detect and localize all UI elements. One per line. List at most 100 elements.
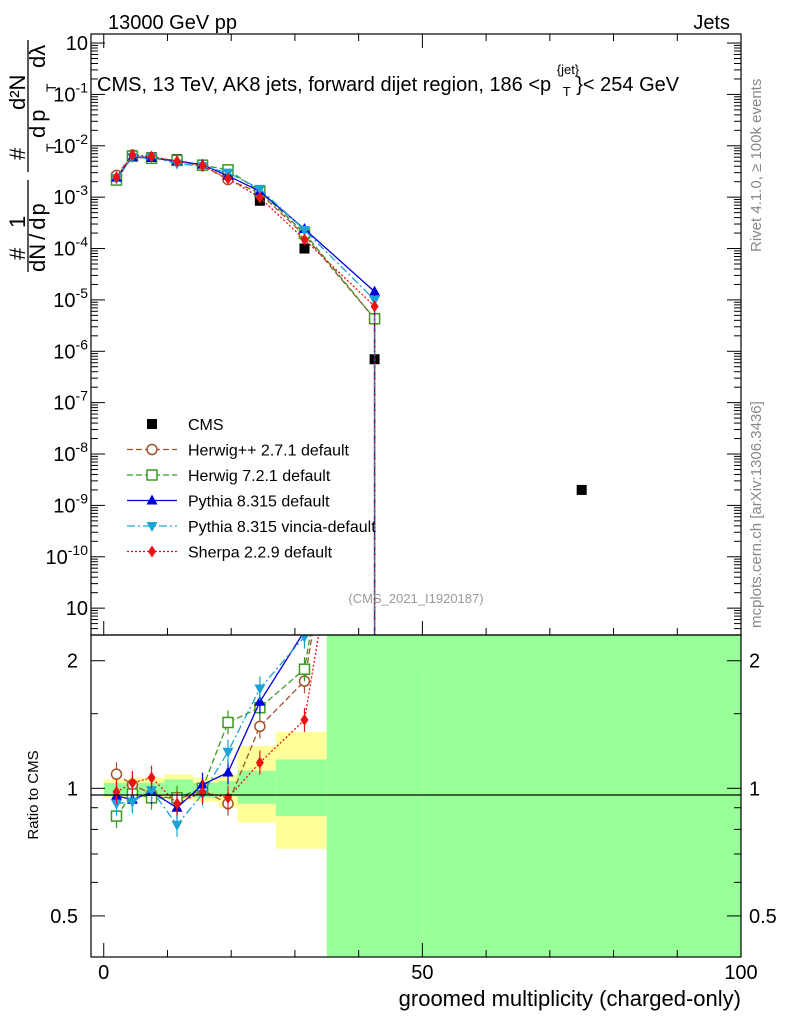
- series-line: [115, 156, 376, 301]
- stat-uncertainty-band: [275, 759, 327, 817]
- series-3: [110, 151, 381, 635]
- ratio-point: [300, 713, 309, 726]
- legend-label: Herwig 7.2.1 default: [188, 468, 331, 485]
- x-axis-label: groomed multiplicity (charged-only): [399, 986, 741, 1011]
- ratio-uncertainty-bands: [103, 635, 741, 957]
- ylabel-hash-2: #: [5, 147, 30, 160]
- legend-marker: [146, 469, 158, 481]
- ratio-point: [171, 820, 183, 831]
- ylabel-d2N: d²N: [5, 75, 30, 110]
- ylabel-sub-T: T: [43, 143, 59, 152]
- legend-label: Sherpa 2.2.9 default: [188, 545, 333, 562]
- ratio-tick-label-left: 0.5: [50, 906, 78, 928]
- stat-uncertainty-band: [237, 770, 276, 804]
- data-point: [112, 171, 121, 184]
- ratio-point: [222, 766, 234, 777]
- ratio-ylabel: Ratio to CMS: [25, 750, 42, 839]
- y-tick-label: 10-10: [46, 542, 89, 569]
- ylabel-one: 1: [5, 216, 30, 228]
- stat-uncertainty-band: [422, 635, 741, 957]
- jets-label: Jets: [693, 12, 730, 34]
- data-point: [128, 149, 137, 162]
- subtitle-sup: {jet}: [557, 62, 580, 77]
- data-point: [198, 159, 207, 172]
- legend-label: CMS: [188, 417, 224, 434]
- y-tick-label: 10-6: [53, 336, 88, 363]
- data-point: [224, 172, 233, 185]
- data-point: [254, 184, 266, 195]
- main-series: [110, 149, 587, 635]
- ratio-point: [128, 776, 137, 789]
- legend-label: Pythia 8.315 default: [188, 494, 330, 511]
- ylabel-dlambda: dλ: [25, 45, 50, 68]
- ratio-point: [300, 635, 309, 643]
- analysis-id: (CMS_2021_I1920187): [348, 591, 483, 606]
- ratio-point: [255, 756, 264, 769]
- ratio-point: [126, 797, 138, 808]
- ratio-point: [254, 684, 266, 695]
- ratio-series: [110, 635, 320, 837]
- ratio-point: [110, 768, 123, 780]
- ratio-tick-label-right: 2: [749, 651, 760, 673]
- legend-marker: [146, 522, 158, 532]
- legend: CMS Herwig++ 2.7.1 default Herwig 7.2.1 de…: [127, 417, 376, 562]
- ratio-line: [116, 635, 320, 805]
- ratio-point: [254, 695, 266, 706]
- series-line: [115, 154, 376, 320]
- ratio-frame: [90, 634, 742, 958]
- plot-subtitle: CMS, 13 TeV, AK8 jets, forward dijet reg…: [97, 57, 680, 101]
- stat-uncertainty-band: [164, 779, 193, 796]
- ratio-point: [173, 797, 182, 810]
- ratio-point: [222, 747, 234, 758]
- data-point: [370, 300, 379, 313]
- legend-marker: [148, 545, 156, 558]
- ratio-point: [298, 635, 310, 636]
- data-point: [300, 233, 309, 246]
- ratio-tick-label-left: 1: [67, 778, 78, 800]
- subtitle-main: CMS, 13 TeV, AK8 jets, forward dijet reg…: [97, 74, 551, 96]
- series-0: [111, 150, 587, 495]
- data-point: [173, 155, 182, 168]
- series-line: [115, 155, 376, 320]
- axes-frame: [90, 33, 742, 958]
- y-tick-label: 10-5: [53, 285, 88, 312]
- ratio-point: [298, 663, 311, 675]
- y-tick-label: 10: [66, 33, 88, 55]
- y-tick-label: 10-4: [53, 234, 88, 261]
- ylabel-dN: dN/dp: [25, 203, 50, 272]
- y-tick-label: 10-9: [53, 490, 88, 517]
- data-point: [298, 225, 310, 236]
- ratio-point: [110, 799, 122, 810]
- ratio-line: [116, 635, 306, 826]
- ratio-point: [146, 786, 158, 797]
- data-point: [147, 150, 156, 163]
- ratio-point: [147, 771, 156, 784]
- y-tick-label: 10-7: [53, 388, 88, 415]
- stat-uncertainty-band: [129, 782, 165, 794]
- ylabel-hash-1: #: [5, 247, 30, 260]
- y-tick-label: 10-2: [53, 131, 88, 158]
- series-2: [110, 150, 381, 635]
- ylabel-dp: dp: [25, 110, 50, 139]
- data-point: [255, 191, 264, 204]
- process-label: 13000 GeV pp: [108, 12, 237, 34]
- x-tick-label: 50: [411, 962, 433, 984]
- series-1: [110, 149, 381, 635]
- legend-marker: [147, 419, 157, 429]
- ratio-tick-label-right: 0.5: [749, 906, 777, 928]
- ratio-point: [254, 720, 266, 733]
- y-tick-label: 10: [66, 598, 88, 620]
- data-point: [369, 285, 381, 296]
- ratio-tick-label-left: 2: [67, 651, 78, 673]
- y-tick-label: 10-1: [53, 79, 88, 106]
- data-point: [299, 243, 310, 254]
- stat-uncertainty-band: [326, 635, 423, 957]
- ratio-point: [222, 716, 234, 729]
- x-tick-label: 0: [98, 962, 109, 984]
- axis-ticks: 0 50 100 10 10-1 10-2 10-3 10-4 10-5 10-6 10-7 10-8…: [46, 33, 777, 984]
- series-4: [110, 152, 381, 635]
- mcplots-label: mcplots.cern.ch [arXiv:1306.3436]: [748, 401, 765, 628]
- data-point: [576, 484, 587, 495]
- subtitle-end: }< 254 GeV: [576, 74, 680, 96]
